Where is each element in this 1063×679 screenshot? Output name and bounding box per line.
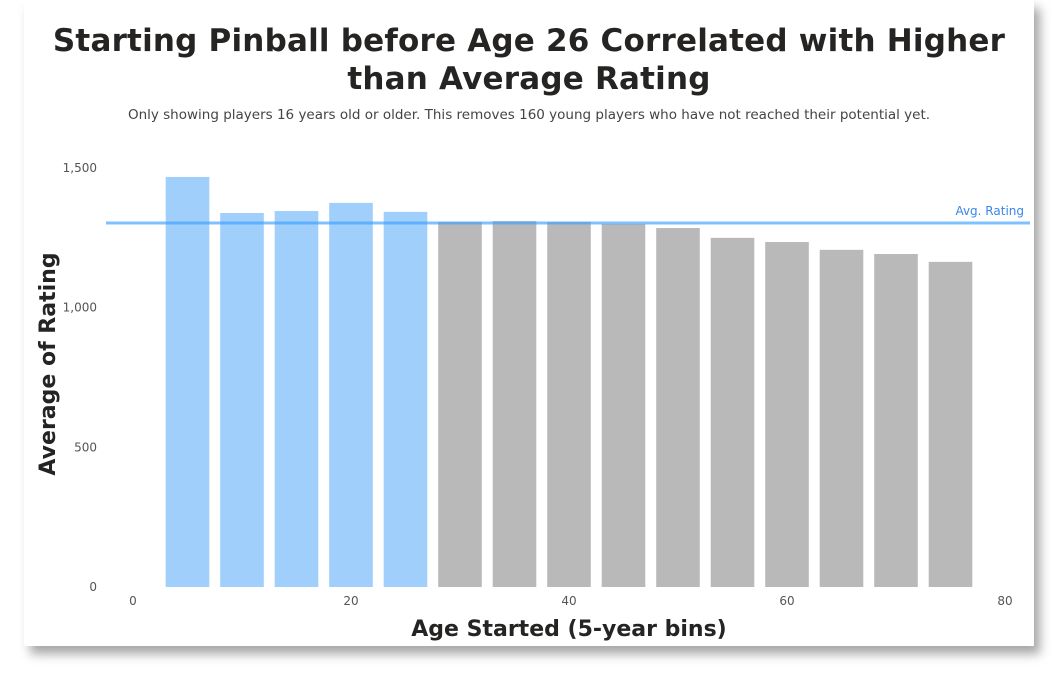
y-axis-title: Average of Rating bbox=[36, 252, 61, 475]
bar-age-10[interactable] bbox=[220, 212, 264, 588]
x-tick-label: 60 bbox=[779, 594, 794, 608]
bar-age-5[interactable] bbox=[165, 176, 210, 587]
x-tick-label: 0 bbox=[129, 594, 137, 608]
bar-age-50[interactable] bbox=[656, 228, 700, 587]
y-axis-ticks: 0 500 1,000 1,500 bbox=[63, 161, 97, 594]
y-tick-label: 0 bbox=[89, 580, 97, 594]
bars-group bbox=[165, 176, 973, 588]
x-tick-label: 40 bbox=[561, 594, 576, 608]
bar-age-75[interactable] bbox=[928, 261, 973, 587]
bar-age-25[interactable] bbox=[383, 211, 428, 587]
y-tick-label: 500 bbox=[74, 440, 97, 454]
bar-age-30[interactable] bbox=[438, 221, 482, 588]
bar-age-60[interactable] bbox=[765, 242, 809, 588]
chart-title: Starting Pinball before Age 26 Correlate… bbox=[52, 23, 1006, 97]
x-tick-label: 80 bbox=[997, 594, 1012, 608]
x-axis-title: Age Started (5-year bins) bbox=[411, 617, 726, 642]
x-axis-ticks: 0 20 40 60 80 bbox=[129, 594, 1012, 608]
bar-age-70[interactable] bbox=[874, 254, 918, 587]
bar-age-20[interactable] bbox=[329, 202, 373, 587]
bar-age-40[interactable] bbox=[547, 221, 591, 588]
bar-age-45[interactable] bbox=[601, 223, 646, 587]
chart-subtitle: Only showing players 16 years old or old… bbox=[127, 107, 931, 123]
y-tick-label: 1,000 bbox=[63, 301, 97, 315]
bar-age-35[interactable] bbox=[492, 221, 537, 587]
x-tick-label: 20 bbox=[343, 594, 358, 608]
bar-age-65[interactable] bbox=[819, 249, 864, 587]
bar-age-15[interactable] bbox=[274, 211, 319, 587]
avg-rating-label: Avg. Rating bbox=[955, 204, 1024, 218]
bar-age-55[interactable] bbox=[710, 237, 755, 588]
y-tick-label: 1,500 bbox=[63, 161, 97, 175]
